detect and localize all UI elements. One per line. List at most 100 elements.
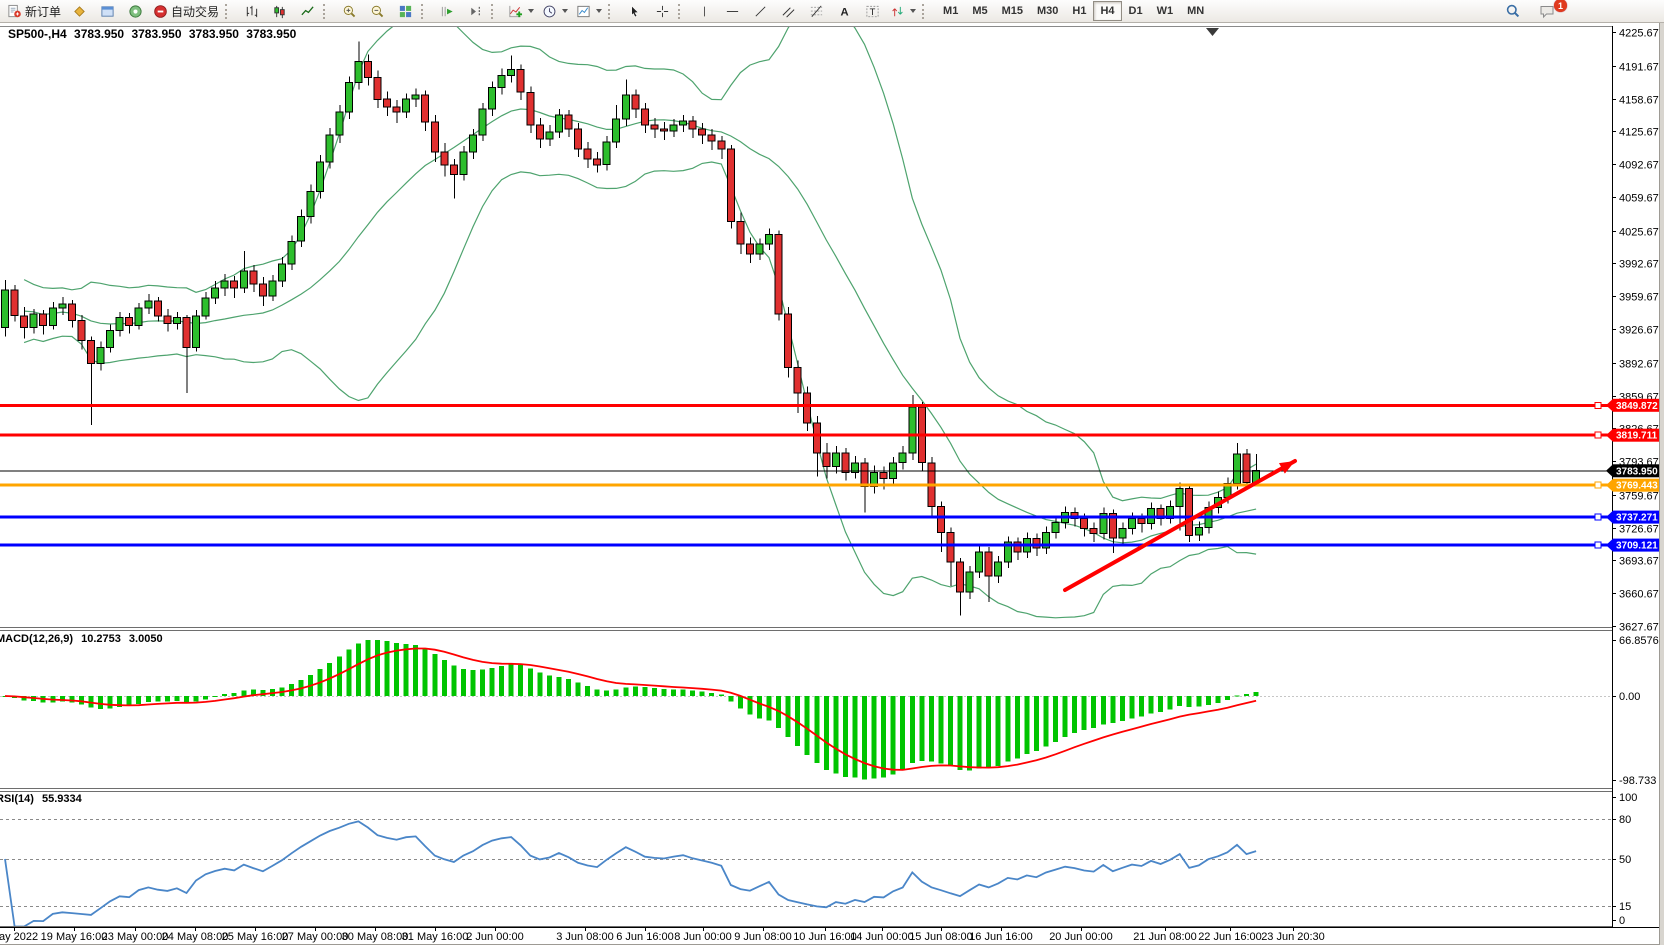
trendline-button[interactable] xyxy=(746,0,774,22)
time-tick-label: 3 Jun 08:00 xyxy=(556,931,614,943)
level-line-handle[interactable] xyxy=(1594,513,1602,521)
macd-bar xyxy=(613,689,619,696)
macd-bar xyxy=(193,696,199,702)
level-line-handle[interactable] xyxy=(1594,431,1602,439)
navigator-button[interactable] xyxy=(121,0,149,22)
chat-icon xyxy=(1539,3,1556,19)
tf-button-h4[interactable]: H4 xyxy=(1093,1,1122,21)
macd-bar xyxy=(766,696,772,721)
macd-bar xyxy=(241,690,247,696)
tf-button-d1[interactable]: D1 xyxy=(1128,5,1143,17)
macd-bar xyxy=(508,664,514,696)
macd-bar xyxy=(365,640,371,696)
channel-button[interactable] xyxy=(774,0,802,22)
vertical-line-button[interactable] xyxy=(690,0,718,22)
price-tag-label: 3819.711 xyxy=(1616,431,1658,442)
macd-bar xyxy=(1215,696,1221,703)
text-label-button[interactable]: T xyxy=(858,0,886,22)
macd-bar xyxy=(527,668,533,696)
periods-button[interactable] xyxy=(538,0,572,22)
candlestick-button[interactable] xyxy=(265,0,293,22)
auto-scroll-button[interactable] xyxy=(433,0,461,22)
new-order-button[interactable]: 新订单 xyxy=(3,0,65,22)
macd-bar xyxy=(690,690,696,696)
price-tag-label: 3783.950 xyxy=(1616,466,1658,477)
indicators-button[interactable] xyxy=(503,0,538,22)
candle-body xyxy=(478,108,487,136)
tf-button-m30[interactable]: M30 xyxy=(1037,5,1059,17)
crosshair-button[interactable] xyxy=(648,0,676,22)
price-tag-notch xyxy=(1606,464,1613,478)
candle-body xyxy=(58,303,67,309)
macd-bar xyxy=(671,689,676,696)
text-button[interactable]: A xyxy=(830,0,858,22)
candle-body xyxy=(392,106,401,113)
trend-arrow[interactable] xyxy=(1063,459,1297,592)
macd-bar xyxy=(546,675,552,696)
tf-button-mn[interactable]: MN xyxy=(1187,5,1205,17)
tf-button-w1[interactable]: W1 xyxy=(1156,5,1174,17)
bollinger-lower xyxy=(23,161,1257,619)
search-button[interactable] xyxy=(1499,0,1527,22)
time-tick-label: 15 Jun 08:00 xyxy=(909,931,973,943)
arrows-button[interactable] xyxy=(886,0,920,22)
candle-body xyxy=(1127,517,1136,529)
autotrading-button[interactable]: 自动交易 xyxy=(149,0,223,22)
level-line-handle[interactable] xyxy=(1594,541,1602,549)
macd-bar xyxy=(136,696,142,705)
macd-bar xyxy=(842,696,848,777)
candle-body xyxy=(211,287,220,299)
price-tag xyxy=(1613,398,1660,412)
tf-button-h1[interactable]: H1 xyxy=(1072,5,1087,17)
tf-button-m5[interactable]: M5 xyxy=(972,5,988,17)
fibonacci-button[interactable] xyxy=(802,0,830,22)
line-chart-button[interactable] xyxy=(293,0,321,22)
data-window-button[interactable] xyxy=(93,0,121,22)
macd-bar xyxy=(1139,696,1144,717)
macd-bar xyxy=(728,696,734,702)
candle-body xyxy=(144,300,153,309)
level-line-handle[interactable] xyxy=(1594,401,1602,409)
macd-bar xyxy=(21,696,27,701)
candle-body xyxy=(707,134,716,142)
market-watch-button[interactable] xyxy=(65,0,93,22)
chart-shift-marker[interactable] xyxy=(1206,28,1219,36)
tile-windows-button[interactable] xyxy=(391,0,419,22)
candle-body xyxy=(936,506,945,533)
macd-name: MACD(12,26,9) xyxy=(0,633,74,645)
macd-bar xyxy=(585,686,591,696)
macd-bar xyxy=(1158,696,1164,712)
bar-chart-button[interactable] xyxy=(237,0,265,22)
candle-body xyxy=(220,280,229,289)
price-tick-label: 3627.670 xyxy=(1619,622,1664,634)
time-tick-label: 30 May 08:00 xyxy=(342,931,409,943)
macd-axis-label: 66.8576 xyxy=(1619,635,1659,647)
candle-body xyxy=(956,561,964,593)
macd-bar xyxy=(814,696,820,764)
notifications-button[interactable]: 1 xyxy=(1533,0,1567,22)
candle-body xyxy=(172,317,181,325)
price-tick-label: 4025.670 xyxy=(1619,227,1664,239)
cursor-button[interactable] xyxy=(620,0,648,22)
candle-body xyxy=(1194,526,1203,536)
templates-button[interactable] xyxy=(572,0,606,22)
candle-body xyxy=(602,141,611,166)
candle-body xyxy=(745,243,754,255)
tf-button-m1[interactable]: M1 xyxy=(943,5,959,17)
zoom-in-button[interactable] xyxy=(335,0,363,22)
tf-button-m15[interactable]: M15 xyxy=(1001,5,1023,17)
macd-bar xyxy=(117,696,123,707)
level-line-handle[interactable] xyxy=(1594,481,1602,489)
macd-bar xyxy=(604,690,610,696)
horizontal-line-button[interactable] xyxy=(718,0,746,22)
candle-body xyxy=(994,561,1003,577)
time-tick-label: 10 Jun 16:00 xyxy=(793,931,857,943)
ohlc-close: 3783.950 xyxy=(246,27,297,41)
candle-body xyxy=(946,531,955,563)
macd-bar xyxy=(432,654,438,696)
cursor-icon xyxy=(627,4,642,19)
chart-shift-button[interactable] xyxy=(461,0,489,22)
zoom-out-button[interactable] xyxy=(363,0,391,22)
